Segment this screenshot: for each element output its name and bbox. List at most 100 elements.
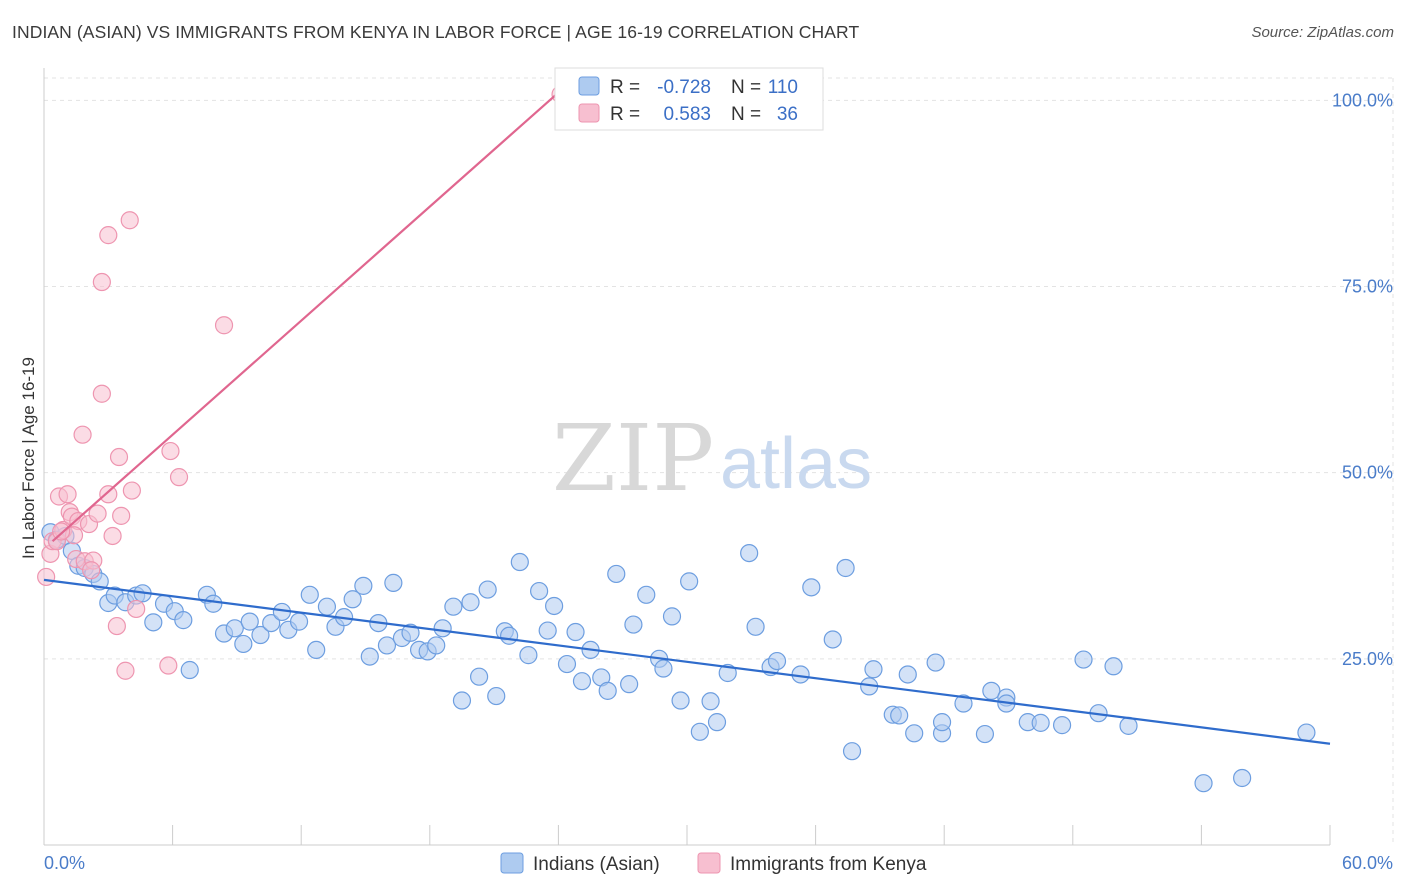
point-indians-106 xyxy=(1104,657,1123,676)
point-kenya-19 xyxy=(99,226,118,245)
series-legend: Indians (Asian) Immigrants from Kenya xyxy=(500,852,927,875)
x-tick-label-min: 0.0% xyxy=(44,853,85,873)
legend-swatch-indians xyxy=(578,76,600,96)
trend-line-indians xyxy=(43,578,1331,745)
point-indians-30 xyxy=(307,640,326,659)
point-indians-91 xyxy=(898,665,917,684)
point-indians-28 xyxy=(289,612,309,631)
point-indians-79 xyxy=(746,617,765,636)
point-indians-77 xyxy=(718,663,737,683)
point-indians-95 xyxy=(932,713,952,732)
point-kenya-28 xyxy=(161,441,180,461)
point-indians-49 xyxy=(469,667,489,686)
legend-n-label-kenya: N = xyxy=(731,104,761,125)
point-indians-64 xyxy=(598,681,617,700)
legend-r-label-kenya: R = xyxy=(610,104,640,125)
point-indians-57 xyxy=(538,621,557,640)
y-axis-label: In Labor Force | Age 16-19 xyxy=(19,357,38,559)
point-kenya-23 xyxy=(116,661,135,680)
point-indians-92 xyxy=(905,724,924,743)
point-indians-58 xyxy=(545,596,564,616)
point-indians-34 xyxy=(343,590,362,609)
point-indians-55 xyxy=(519,646,538,665)
point-kenya-0 xyxy=(37,567,56,587)
point-indians-36 xyxy=(360,647,379,666)
point-indians-22 xyxy=(234,634,253,654)
point-kenya-20 xyxy=(107,616,126,636)
point-indians-76 xyxy=(707,713,727,732)
point-indians-78 xyxy=(740,543,759,563)
point-kenya-27 xyxy=(159,656,178,675)
watermark-atlas: atlas xyxy=(720,424,872,504)
trend-line-kenya xyxy=(51,89,562,543)
point-indians-93 xyxy=(926,653,945,672)
point-indians-65 xyxy=(607,564,626,584)
legend-n-value-kenya: 36 xyxy=(777,104,798,125)
point-indians-98 xyxy=(982,681,1001,700)
point-indians-88 xyxy=(864,660,883,679)
point-indians-66 xyxy=(620,675,639,694)
point-kenya-34 xyxy=(82,561,101,580)
point-indians-81 xyxy=(767,651,787,671)
y-tick-label-75: 75.0% xyxy=(1342,277,1393,297)
point-kenya-22 xyxy=(112,506,131,525)
legend-frame xyxy=(554,67,824,131)
point-indians-46 xyxy=(444,597,463,616)
y-tick-label-100: 100.0% xyxy=(1332,90,1393,110)
point-indians-41 xyxy=(401,623,420,642)
point-kenya-25 xyxy=(122,481,141,500)
point-indians-75 xyxy=(701,692,720,711)
point-indians-19 xyxy=(204,594,223,613)
watermark: ZIP atlas xyxy=(552,405,872,512)
point-kenya-21 xyxy=(109,447,129,467)
point-indians-24 xyxy=(251,625,270,645)
point-indians-21 xyxy=(225,619,244,638)
point-indians-23 xyxy=(240,612,259,631)
y-tick-label-25: 25.0% xyxy=(1342,649,1393,669)
point-kenya-26 xyxy=(127,599,146,619)
point-indians-59 xyxy=(557,654,577,674)
point-indians-74 xyxy=(690,722,709,741)
point-kenya-35 xyxy=(52,522,71,541)
legend-n-label-indians: N = xyxy=(731,77,761,98)
legend-swatch-kenya xyxy=(578,103,600,123)
points-layer xyxy=(37,85,1316,793)
point-indians-72 xyxy=(671,691,690,710)
point-indians-54 xyxy=(510,552,529,572)
point-indians-53 xyxy=(500,626,519,645)
point-indians-25 xyxy=(262,613,281,633)
point-indians-16 xyxy=(174,611,193,630)
point-kenya-24 xyxy=(120,211,139,230)
series-legend-swatch-kenya xyxy=(697,852,721,874)
point-indians-48 xyxy=(461,593,480,612)
point-kenya-29 xyxy=(169,468,189,487)
point-indians-97 xyxy=(975,724,995,744)
series-legend-label-kenya: Immigrants from Kenya xyxy=(730,854,927,875)
point-indians-73 xyxy=(680,572,699,591)
y-tick-label-50: 50.0% xyxy=(1342,463,1393,483)
point-kenya-6 xyxy=(58,485,77,504)
point-indians-110 xyxy=(1297,723,1316,742)
point-kenya-30 xyxy=(214,316,234,335)
legend-r-value-kenya: 0.583 xyxy=(663,104,711,125)
point-indians-50 xyxy=(478,580,497,599)
point-kenya-17 xyxy=(92,272,111,292)
point-indians-67 xyxy=(624,615,643,634)
point-indians-109 xyxy=(1233,768,1252,788)
point-indians-44 xyxy=(427,636,446,655)
legend-n-value-indians: 110 xyxy=(768,77,798,98)
chart-source: Source: ZipAtlas.com xyxy=(1251,24,1394,41)
point-indians-103 xyxy=(1052,716,1072,735)
point-indians-45 xyxy=(433,619,452,638)
point-indians-83 xyxy=(802,578,821,597)
point-indians-38 xyxy=(377,636,397,655)
point-indians-68 xyxy=(637,585,656,604)
series-legend-label-indians: Indians (Asian) xyxy=(533,854,660,875)
x-tick-label-max: 60.0% xyxy=(1342,853,1393,873)
trend-layer xyxy=(43,89,1331,745)
watermark-zip: ZIP xyxy=(552,405,714,512)
axes-layer xyxy=(43,68,1331,846)
point-kenya-15 xyxy=(88,504,107,523)
point-indians-86 xyxy=(842,742,862,761)
